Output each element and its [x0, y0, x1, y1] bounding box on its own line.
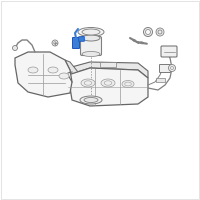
- Ellipse shape: [82, 35, 100, 41]
- Circle shape: [52, 40, 58, 46]
- Ellipse shape: [122, 80, 134, 88]
- Ellipse shape: [144, 27, 153, 36]
- Ellipse shape: [48, 67, 58, 73]
- Ellipse shape: [80, 96, 102, 104]
- FancyBboxPatch shape: [79, 37, 84, 41]
- Polygon shape: [68, 62, 148, 78]
- Ellipse shape: [82, 29, 100, 35]
- Polygon shape: [65, 60, 78, 93]
- FancyBboxPatch shape: [80, 36, 102, 55]
- FancyBboxPatch shape: [72, 38, 80, 48]
- Circle shape: [12, 46, 18, 50]
- FancyBboxPatch shape: [161, 46, 177, 57]
- Ellipse shape: [59, 73, 69, 79]
- FancyBboxPatch shape: [100, 62, 116, 67]
- Polygon shape: [68, 68, 148, 106]
- FancyBboxPatch shape: [156, 78, 165, 82]
- Circle shape: [156, 28, 164, 36]
- Ellipse shape: [84, 98, 98, 102]
- Ellipse shape: [101, 79, 115, 87]
- Polygon shape: [15, 52, 72, 97]
- Ellipse shape: [140, 42, 144, 44]
- FancyBboxPatch shape: [160, 64, 170, 72]
- Ellipse shape: [82, 51, 100, 56]
- Circle shape: [168, 64, 176, 72]
- Ellipse shape: [78, 27, 104, 36]
- Ellipse shape: [81, 79, 95, 87]
- Ellipse shape: [133, 39, 136, 42]
- Ellipse shape: [146, 29, 151, 34]
- Ellipse shape: [28, 67, 38, 73]
